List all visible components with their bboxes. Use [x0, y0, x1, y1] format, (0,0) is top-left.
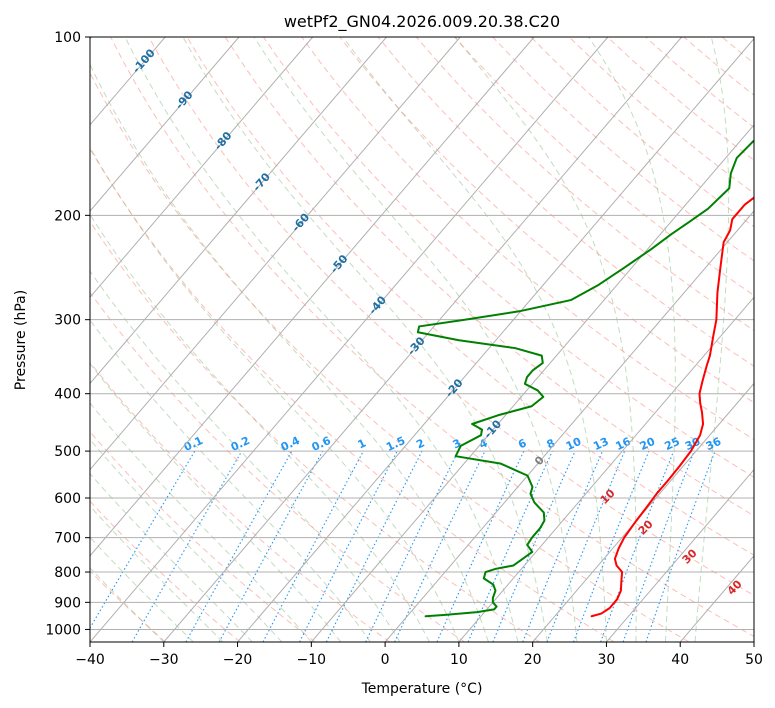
- dry-adiabat-line: [90, 430, 316, 642]
- x-axis-ticks: −40 −30 −20 −10 0 10 20 30 40 50: [75, 642, 763, 668]
- mixing-ratio-line: [185, 450, 293, 642]
- isotherm-line: [90, 37, 609, 642]
- dry-adiabat-line: [415, 37, 754, 332]
- isotherm-line: [90, 37, 387, 385]
- mixing-ratio-line: [622, 450, 695, 642]
- isotherm-line: [310, 124, 754, 642]
- moist-adiabat-line: [694, 37, 730, 642]
- y-tick-label: 400: [54, 387, 81, 403]
- isotherm-line: [163, 37, 683, 642]
- moist-adiabat-line: [342, 37, 607, 642]
- x-tick-label: −30: [149, 652, 179, 668]
- mixing-ratio-line: [262, 450, 364, 642]
- x-tick-label: −20: [223, 652, 253, 668]
- dry-adiabat-line: [148, 37, 754, 596]
- mixing-ratio-label: 36: [704, 435, 724, 453]
- y-tick-label: 300: [54, 313, 81, 329]
- mixing-ratio-line: [645, 450, 716, 642]
- dry-adiabat-line: [224, 37, 754, 517]
- dry-adiabat-line: [90, 71, 690, 642]
- temperature-line: [590, 196, 754, 618]
- mixing-ratio-label: 13: [591, 435, 610, 453]
- dewpoint-line: [416, 139, 754, 618]
- mixing-ratio-label: 10: [564, 435, 584, 453]
- y-tick-label: 600: [54, 491, 81, 507]
- y-tick-label: 1000: [45, 622, 81, 638]
- y-tick-label: 700: [54, 531, 81, 547]
- moist-adiabats: [90, 37, 730, 642]
- y-axis-ticks: 100 200 300 400 500 600 700 800 900 1000: [45, 30, 90, 638]
- mixing-ratio-label: 20: [638, 435, 658, 453]
- pressure-gridlines: [90, 37, 754, 630]
- moist-adiabat-line: [90, 505, 224, 642]
- moist-adiabat-line: [454, 37, 637, 642]
- mixing-ratio-label: 16: [614, 435, 634, 453]
- dry-adiabat-line: [90, 291, 465, 642]
- moist-adiabat-line: [90, 536, 194, 642]
- chart-title: wetPf2_GN04.2026.009.20.38.C20: [284, 12, 560, 32]
- isotherm-line: [606, 468, 754, 642]
- isotherms: [90, 37, 754, 642]
- plot-frame: [89, 36, 755, 643]
- moist-adiabat-line: [253, 37, 578, 642]
- dry-adiabat-line: [90, 500, 241, 642]
- moist-adiabat-line: [124, 37, 519, 642]
- y-tick-label: 500: [54, 444, 81, 460]
- mixing-ratio-line: [600, 450, 675, 642]
- dry-adiabat-line: [186, 37, 754, 556]
- x-tick-label: 30: [598, 652, 616, 668]
- y-tick-label: 200: [54, 208, 81, 224]
- dry-adiabat-line: [263, 37, 754, 478]
- mixing-ratio-line: [546, 450, 626, 642]
- y-axis-title: Pressure (hPa): [13, 290, 29, 390]
- x-tick-label: 50: [745, 652, 763, 668]
- moist-adiabat-line: [588, 37, 676, 642]
- isotherm-line: [90, 37, 535, 557]
- isotherm-line: [384, 210, 754, 642]
- dry-adiabat-line: [90, 147, 615, 642]
- moist-adiabat-line: [90, 402, 312, 642]
- dry-adiabat-line: [90, 220, 540, 642]
- dry-adiabat-line: [90, 361, 391, 642]
- dry-adiabat-line: [90, 570, 166, 642]
- x-tick-label: 10: [450, 652, 468, 668]
- moist-adiabat-line: [90, 270, 401, 642]
- isotherm-line: [90, 37, 461, 471]
- sounding-series: [416, 139, 754, 618]
- moist-adiabat-line: [90, 213, 430, 642]
- x-tick-label: −40: [75, 652, 105, 668]
- isotherm-line: [237, 37, 754, 642]
- x-tick-label: 0: [381, 652, 390, 668]
- x-tick-label: 40: [671, 652, 689, 668]
- mixing-ratio-line: [522, 450, 604, 642]
- moist-adiabat-line: [90, 472, 253, 642]
- mixing-ratio-label: 25: [663, 435, 682, 453]
- y-tick-label: 800: [54, 565, 81, 581]
- y-tick-label: 100: [54, 30, 81, 46]
- x-tick-label: 20: [524, 652, 542, 668]
- mixing-ratio-line: [325, 450, 423, 642]
- isotherm-line: [90, 37, 314, 299]
- moist-adiabat-line: [90, 146, 460, 642]
- moist-adiabat-line: [90, 438, 283, 642]
- mixing-ratio-line: [467, 450, 553, 642]
- dry-adiabat-line: [454, 37, 754, 296]
- isotherm-line: [532, 382, 754, 642]
- mixing-ratio-line: [218, 450, 324, 642]
- mixing-ratio-line: [573, 450, 650, 642]
- isotherm-line: [90, 37, 240, 212]
- y-tick-label: 900: [54, 595, 81, 611]
- x-tick-label: −10: [297, 652, 327, 668]
- moist-adiabat-line: [90, 63, 489, 642]
- isotherm-line: [458, 296, 754, 642]
- dry-adiabats: [90, 37, 754, 642]
- x-axis-title: Temperature (°C): [361, 681, 483, 697]
